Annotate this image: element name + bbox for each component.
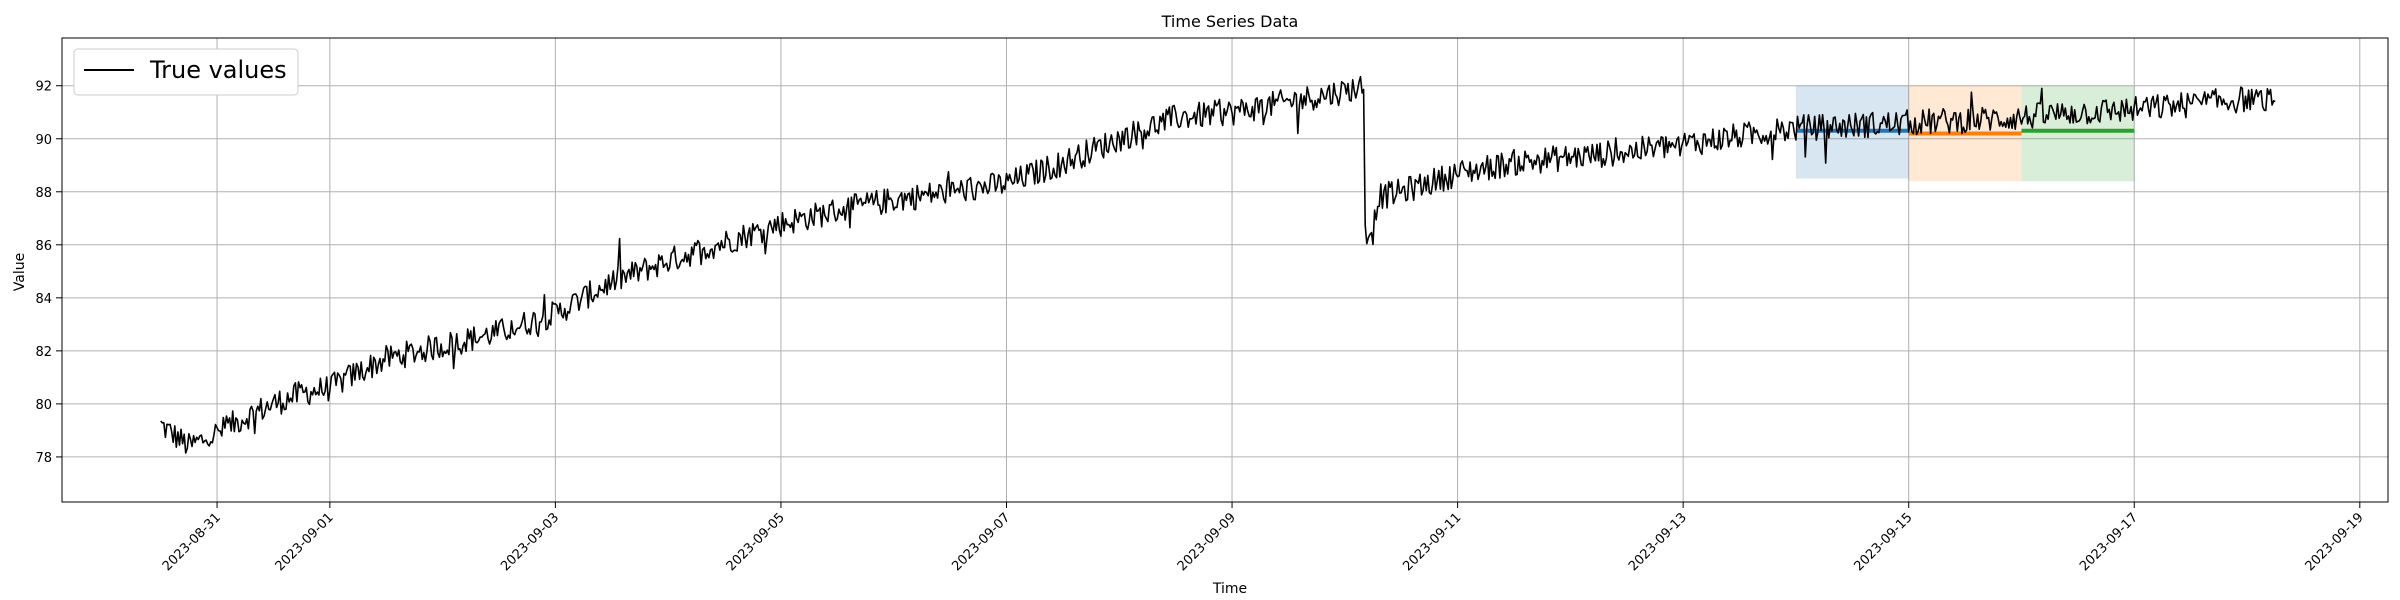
x-axis: 2023-08-31 2023-09-01 2023-09-03 2023-09-05… — [160, 502, 2367, 574]
x-tick-label: 2023-09-13 — [1626, 510, 1690, 574]
y-tick-label: 90 — [35, 133, 52, 148]
x-tick-label: 2023-09-15 — [1851, 510, 1915, 574]
y-tick-label: 78 — [35, 451, 52, 466]
y-axis: 78 80 82 84 86 88 90 92 — [35, 80, 62, 466]
x-tick-label: 2023-09-05 — [724, 510, 788, 574]
x-tick-label: 2023-09-03 — [498, 510, 562, 574]
y-axis-title: Value — [12, 253, 28, 291]
y-tick-label: 92 — [35, 80, 52, 95]
y-tick-label: 86 — [35, 239, 52, 254]
chart-title: Time Series Data — [1161, 12, 1299, 31]
x-tick-label: 2023-09-07 — [949, 510, 1013, 574]
forecast-interval — [2021, 85, 2135, 182]
x-tick-label: 2023-09-11 — [1400, 510, 1464, 574]
x-tick-label: 2023-08-31 — [160, 510, 224, 574]
x-tick-label: 2023-09-19 — [2303, 510, 2367, 574]
x-tick-label: 2023-09-01 — [273, 510, 337, 574]
legend: True values — [73, 48, 299, 96]
x-tick-label: 2023-09-09 — [1175, 510, 1239, 574]
x-tick-label: 2023-09-17 — [2077, 510, 2141, 574]
y-tick-label: 80 — [35, 398, 52, 413]
plot-frame — [61, 37, 2389, 503]
y-tick-label: 84 — [35, 292, 52, 307]
y-tick-label: 82 — [35, 345, 52, 360]
series-line-true-values — [160, 75, 2276, 454]
legend-label-true-values: True values — [149, 56, 287, 84]
series-layer — [160, 75, 2276, 454]
x-axis-title: Time — [1212, 581, 1247, 597]
y-tick-label: 88 — [35, 186, 52, 201]
legend-box — [73, 48, 299, 96]
